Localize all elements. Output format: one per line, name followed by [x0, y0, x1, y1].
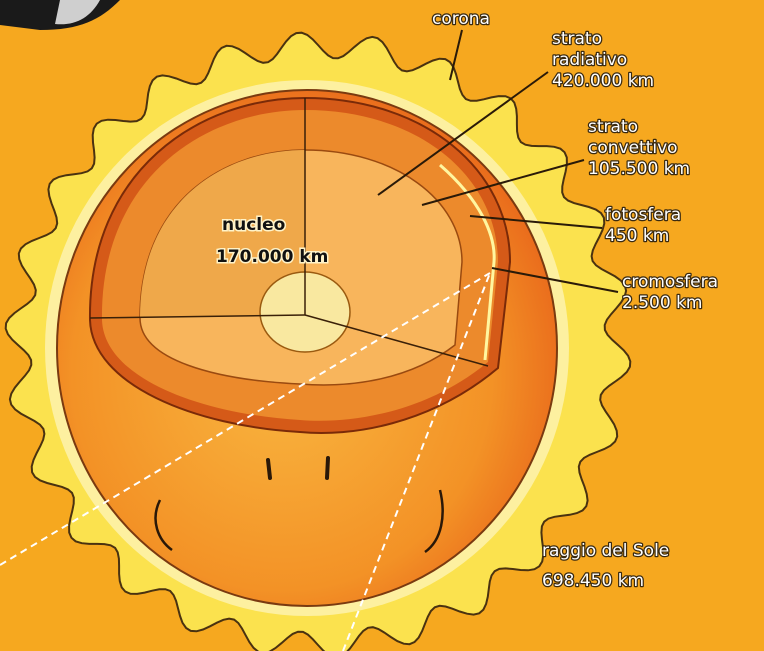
- layer-name: corona: [432, 9, 490, 29]
- layer-name: convettivo: [588, 138, 678, 158]
- radius-name: raggio del Sole: [542, 541, 669, 561]
- layer-value: 105.500 km: [588, 159, 690, 179]
- layer-name: strato: [588, 117, 638, 137]
- layer-name: radiativo: [552, 50, 627, 70]
- nucleus-name: nucleo: [222, 215, 285, 235]
- layer-value: 2.500 km: [622, 293, 702, 313]
- layer-name: strato: [552, 29, 602, 49]
- layer-name: fotosfera: [605, 205, 681, 225]
- layer-value: 450 km: [605, 226, 669, 246]
- sun-diagram: nucleo 170.000 km raggio del Sole 698.45…: [0, 0, 764, 651]
- layer-value: 420.000 km: [552, 71, 654, 91]
- radius-value: 698.450 km: [542, 571, 644, 591]
- nucleus-value: 170.000 km: [216, 247, 328, 267]
- layer-name: cromosfera: [622, 272, 718, 292]
